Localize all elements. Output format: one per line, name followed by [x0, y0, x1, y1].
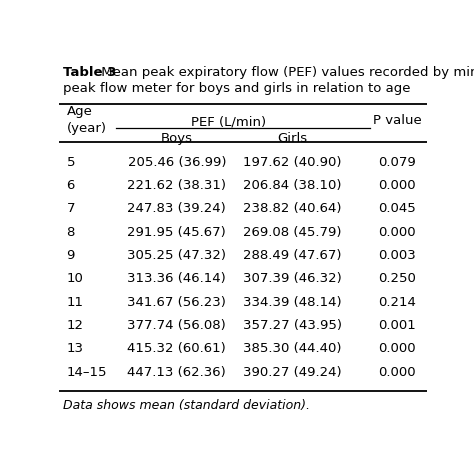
- Text: 0.000: 0.000: [378, 179, 416, 192]
- Text: P value: P value: [373, 114, 421, 126]
- Text: 269.08 (45.79): 269.08 (45.79): [243, 226, 342, 239]
- Text: 6: 6: [66, 179, 75, 192]
- Text: 10: 10: [66, 272, 83, 285]
- Text: Data shows mean (standard deviation).: Data shows mean (standard deviation).: [63, 399, 310, 412]
- Text: 0.001: 0.001: [378, 319, 416, 332]
- Text: 206.84 (38.10): 206.84 (38.10): [243, 179, 342, 192]
- Text: 0.000: 0.000: [378, 342, 416, 356]
- Text: 8: 8: [66, 226, 75, 239]
- Text: Age
(year): Age (year): [66, 105, 107, 135]
- Text: 7: 7: [66, 202, 75, 215]
- Text: 291.95 (45.67): 291.95 (45.67): [128, 226, 226, 239]
- Text: 334.39 (48.14): 334.39 (48.14): [243, 296, 342, 309]
- Text: 0.003: 0.003: [378, 249, 416, 262]
- Text: 377.74 (56.08): 377.74 (56.08): [128, 319, 226, 332]
- Text: 415.32 (60.61): 415.32 (60.61): [128, 342, 226, 356]
- Text: Table 3: Table 3: [63, 66, 116, 78]
- Text: 238.82 (40.64): 238.82 (40.64): [243, 202, 342, 215]
- Text: Girls: Girls: [277, 132, 308, 145]
- Text: 288.49 (47.67): 288.49 (47.67): [243, 249, 342, 262]
- Text: 0.045: 0.045: [378, 202, 416, 215]
- Text: 12: 12: [66, 319, 83, 332]
- Text: 357.27 (43.95): 357.27 (43.95): [243, 319, 342, 332]
- Text: 313.36 (46.14): 313.36 (46.14): [128, 272, 226, 285]
- Text: 0.079: 0.079: [378, 155, 416, 169]
- Text: Boys: Boys: [161, 132, 193, 145]
- Text: 447.13 (62.36): 447.13 (62.36): [128, 366, 226, 379]
- Text: 205.46 (36.99): 205.46 (36.99): [128, 155, 226, 169]
- Text: 221.62 (38.31): 221.62 (38.31): [128, 179, 226, 192]
- Text: 385.30 (44.40): 385.30 (44.40): [243, 342, 342, 356]
- Text: 13: 13: [66, 342, 83, 356]
- Text: 307.39 (46.32): 307.39 (46.32): [243, 272, 342, 285]
- Text: PEF (L/min): PEF (L/min): [191, 116, 266, 128]
- Text: 247.83 (39.24): 247.83 (39.24): [128, 202, 226, 215]
- Text: peak flow meter for boys and girls in relation to age: peak flow meter for boys and girls in re…: [63, 82, 410, 95]
- Text: 305.25 (47.32): 305.25 (47.32): [128, 249, 226, 262]
- Text: 390.27 (49.24): 390.27 (49.24): [243, 366, 342, 379]
- Text: 0.214: 0.214: [378, 296, 416, 309]
- Text: 0.250: 0.250: [378, 272, 416, 285]
- Text: 341.67 (56.23): 341.67 (56.23): [128, 296, 226, 309]
- Text: Mean peak expiratory flow (PEF) values recorded by mini: Mean peak expiratory flow (PEF) values r…: [97, 66, 474, 78]
- Text: 5: 5: [66, 155, 75, 169]
- Text: 0.000: 0.000: [378, 366, 416, 379]
- Text: 11: 11: [66, 296, 83, 309]
- Text: 0.000: 0.000: [378, 226, 416, 239]
- Text: 197.62 (40.90): 197.62 (40.90): [243, 155, 342, 169]
- Text: 9: 9: [66, 249, 75, 262]
- Text: 14–15: 14–15: [66, 366, 107, 379]
